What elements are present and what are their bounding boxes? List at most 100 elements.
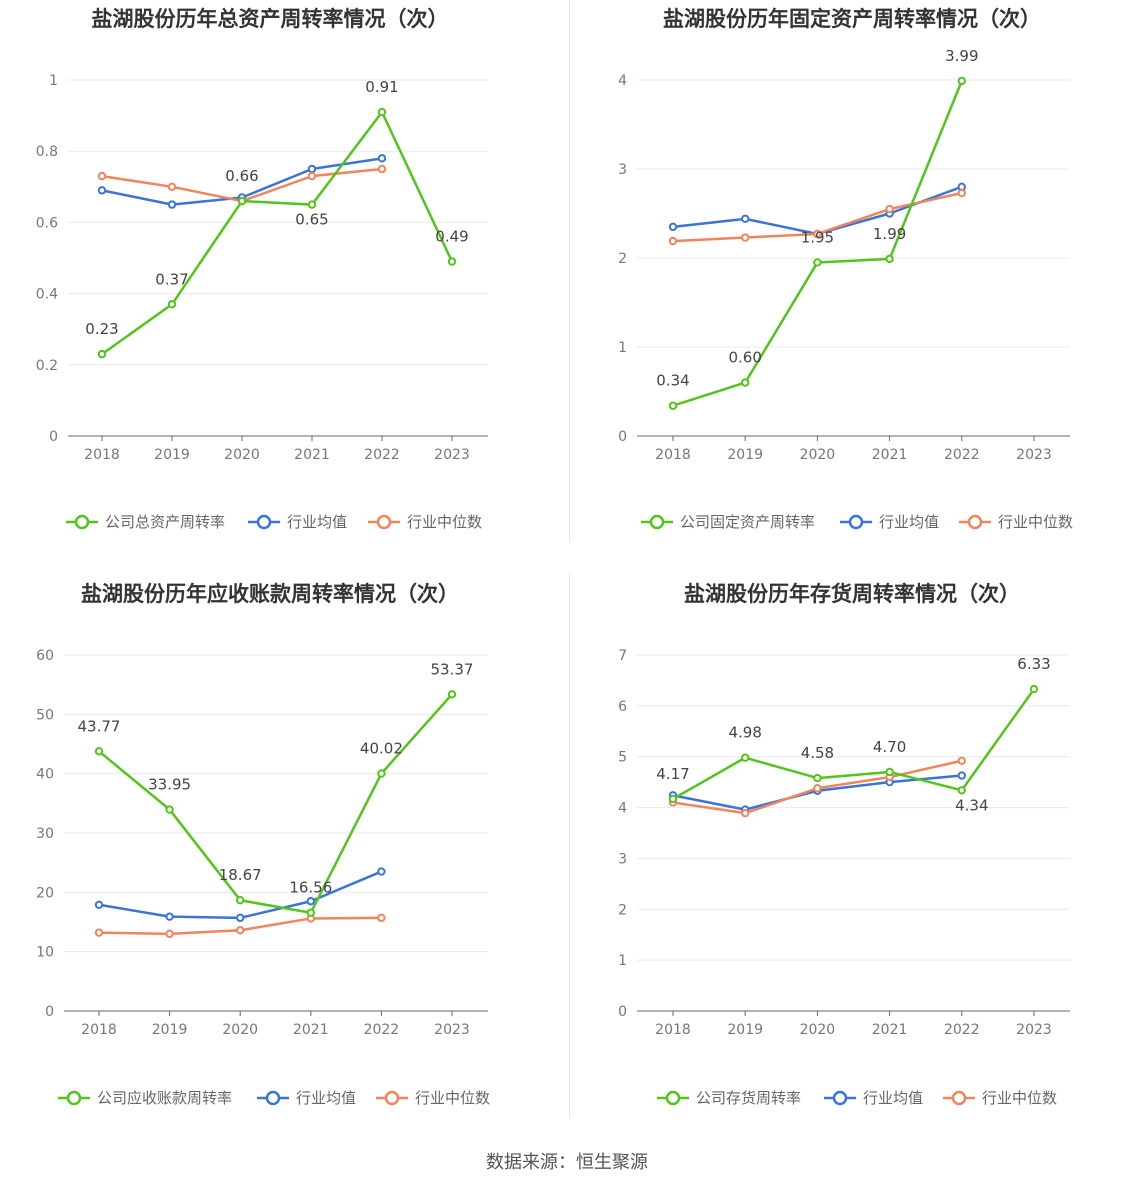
data-label: 4.58 (801, 744, 834, 762)
data-point (165, 929, 174, 939)
chart-1: 盐湖股份历年总资产周转率情况（次） 0 0.2 0.4 0.6 0.8 1 2018 2019 2… (36, 7, 488, 531)
data-point (741, 808, 750, 818)
y-tick-label: 0 (45, 1004, 54, 1020)
y-tick-label: 1 (618, 340, 627, 356)
legend-marker (66, 1090, 82, 1106)
x-tick-label: 2023 (434, 447, 470, 463)
data-point (306, 908, 315, 917)
y-tick-label: 1 (618, 953, 627, 969)
data-point (957, 76, 966, 86)
x-tick-label: 2020 (800, 447, 836, 463)
data-point (741, 233, 750, 242)
series-line-1 (98, 693, 453, 914)
x-tick-label: 2019 (154, 447, 190, 463)
data-point (377, 164, 387, 174)
data-label: 0.37 (155, 270, 188, 288)
data-point (741, 753, 750, 762)
data-point (377, 867, 386, 876)
data-point (94, 747, 104, 756)
legend-marker (967, 514, 983, 530)
legend-marker (256, 514, 272, 530)
data-label: 0.49 (435, 228, 468, 246)
x-tick-label: 2021 (872, 1022, 908, 1038)
chart-4: 盐湖股份历年存货周转率情况（次） 0 1 2 3 4 5 6 7 2018 2019 2020 2021… (618, 582, 1070, 1107)
data-point (167, 200, 177, 209)
x-tick-label: 2018 (655, 1022, 691, 1038)
legend-label: 行业均值 (296, 1089, 356, 1107)
data-point (668, 794, 678, 804)
chart-title: 盐湖股份历年固定资产周转率情况（次） (663, 7, 1041, 31)
data-point (97, 186, 107, 195)
series-line-1 (101, 110, 454, 356)
x-tick-label: 2022 (364, 447, 400, 463)
y-tick-label: 0.4 (36, 287, 58, 303)
data-point (957, 771, 966, 780)
x-tick-label: 2018 (81, 1022, 117, 1038)
x-tick-label: 2020 (800, 1022, 836, 1038)
legend-label: 行业中位数 (982, 1089, 1057, 1107)
data-point (741, 214, 750, 224)
legend-label: 行业中位数 (998, 513, 1073, 531)
legend-label: 行业均值 (863, 1089, 923, 1107)
y-tick-label: 7 (618, 648, 627, 664)
x-tick-label: 2019 (727, 447, 763, 463)
data-source-note: 数据来源：恒生聚源 (486, 1152, 648, 1173)
data-point (957, 188, 966, 198)
chart-title: 盐湖股份历年总资产周转率情况（次） (92, 7, 449, 31)
data-label: 4.98 (728, 724, 761, 742)
x-tick-label: 2021 (872, 447, 908, 463)
data-point (94, 900, 104, 909)
data-point (741, 378, 750, 387)
data-point (97, 349, 107, 359)
data-label: 0.23 (85, 320, 118, 338)
data-label: 53.37 (431, 660, 474, 678)
data-point (668, 401, 678, 410)
legend-label: 公司应收账款周转率 (97, 1089, 232, 1107)
x-tick-label: 2022 (944, 1022, 980, 1038)
x-tick-label: 2019 (727, 1022, 763, 1038)
data-point (957, 756, 966, 765)
legend-label: 行业均值 (287, 513, 347, 531)
data-label: 1.99 (873, 225, 906, 243)
data-point (236, 896, 245, 905)
legend-marker (376, 514, 392, 530)
x-tick-label: 2020 (224, 447, 260, 463)
data-point (447, 257, 457, 266)
data-point (306, 897, 315, 906)
y-tick-label: 50 (36, 707, 54, 723)
legend-marker (665, 1090, 681, 1106)
legend-marker (951, 1090, 967, 1106)
legend-label: 行业中位数 (407, 513, 482, 531)
data-point (377, 154, 387, 163)
data-label: 0.65 (295, 211, 328, 229)
y-tick-label: 0 (49, 429, 58, 445)
data-point (813, 229, 822, 239)
data-label: 0.66 (225, 167, 258, 185)
data-point (957, 786, 966, 795)
data-point (813, 258, 822, 267)
data-label: 6.33 (1017, 655, 1050, 673)
legend-marker (848, 514, 864, 530)
data-point (307, 200, 317, 209)
y-tick-label: 3 (618, 162, 627, 178)
legend-label: 行业中位数 (415, 1089, 490, 1107)
data-label: 0.91 (365, 78, 398, 96)
data-point (165, 912, 174, 921)
data-point (668, 236, 678, 246)
data-point (236, 913, 245, 923)
series-line-1 (672, 688, 1036, 801)
legend-label: 公司存货周转率 (696, 1089, 801, 1107)
data-point (237, 196, 247, 206)
data-point (1029, 684, 1039, 694)
data-point (668, 222, 678, 232)
data-point (94, 928, 104, 937)
x-tick-label: 2018 (84, 447, 120, 463)
y-tick-label: 10 (36, 945, 54, 961)
data-point (307, 171, 317, 181)
data-point (377, 913, 386, 923)
data-label: 3.99 (945, 47, 978, 65)
legend-label: 公司总资产周转率 (105, 513, 225, 531)
y-tick-label: 40 (36, 767, 54, 783)
y-tick-label: 3 (618, 851, 627, 867)
y-tick-label: 1 (49, 73, 58, 89)
